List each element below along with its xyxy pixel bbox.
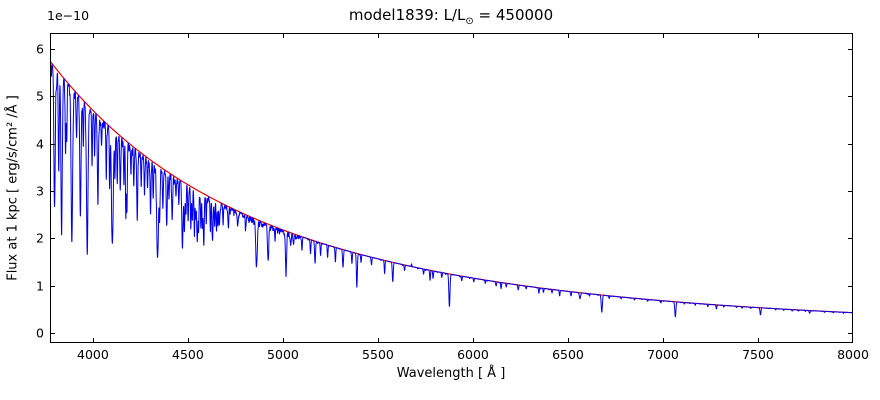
x-axis-label: Wavelength [ Å ] <box>396 366 506 381</box>
x-tick-label: 6500 <box>552 347 584 362</box>
sun-symbol-subscript: ⊙ <box>465 16 474 27</box>
y-tick-label: 0 <box>36 325 44 341</box>
x-tick-label: 8000 <box>837 347 869 362</box>
plot-area <box>50 33 853 343</box>
y-tick-label: 3 <box>36 183 44 199</box>
x-tick-label: 5000 <box>267 347 299 362</box>
plot-title: model1839: L/L⊙ = 450000 <box>349 6 553 27</box>
x-tick-label: 4000 <box>77 347 109 362</box>
x-tick-label: 7500 <box>742 347 774 362</box>
x-tick-label: 7000 <box>647 347 679 362</box>
y-tick-label: 5 <box>36 88 44 104</box>
y-tick-label: 2 <box>36 230 44 246</box>
x-tick-label: 6000 <box>457 347 489 362</box>
spectrum-line <box>50 64 853 318</box>
plot-frame <box>50 33 853 343</box>
y-tick-label: 1 <box>36 278 44 294</box>
y-axis-offset-text: 1e−10 <box>47 8 90 23</box>
y-tick-label: 6 <box>36 41 44 57</box>
x-tick-label: 5500 <box>362 347 394 362</box>
x-tick-label: 4500 <box>172 347 204 362</box>
title-prefix: model1839: L/L <box>348 6 466 24</box>
y-tick-label: 4 <box>36 136 44 152</box>
title-suffix: = 450000 <box>473 6 554 24</box>
